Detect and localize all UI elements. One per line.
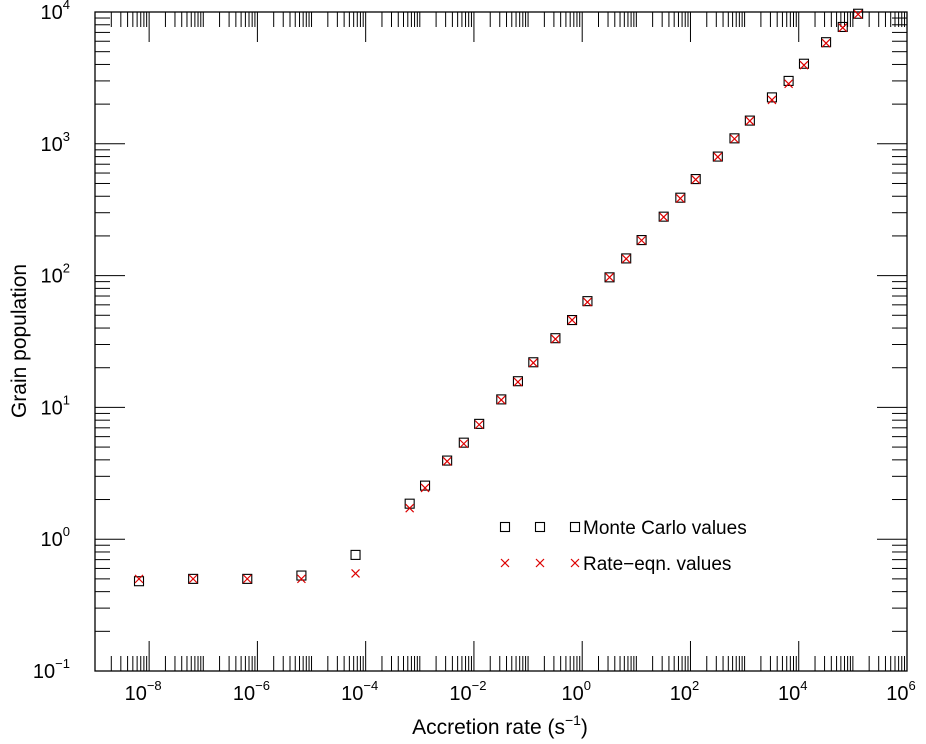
- x-tick-label: 10−2: [449, 678, 486, 705]
- rate-eqn-point: [745, 116, 755, 126]
- legend-marker: [569, 521, 581, 533]
- rate-eqn-point: [853, 9, 863, 19]
- x-axis-label: Accretion rate (s−1): [412, 712, 588, 739]
- x-tick-label: 100: [561, 678, 590, 705]
- legend-marker: [534, 521, 546, 533]
- monte-carlo-point: [242, 573, 253, 584]
- rate-eqn-point: [799, 60, 809, 70]
- monte-carlo-point: [675, 192, 686, 203]
- monte-carlo-point: [296, 570, 307, 581]
- rate-eqn-point: [821, 38, 831, 48]
- monte-carlo-point: [783, 75, 794, 86]
- x-tick-label: 106: [886, 678, 915, 705]
- rate-eqn-point: [134, 574, 144, 584]
- rate-eqn-point: [675, 194, 685, 203]
- rate-eqn-point: [621, 254, 631, 264]
- y-tick-label: 100: [41, 524, 70, 551]
- rate-eqn-point: [351, 568, 360, 578]
- rate-eqn-point: [442, 456, 452, 466]
- monte-carlo-point: [690, 174, 701, 185]
- monte-carlo-point: [496, 394, 507, 405]
- plot-frame: [94, 11, 908, 672]
- monte-carlo-point: [798, 58, 810, 69]
- axis-ticks: [94, 11, 908, 672]
- legend-label: Rate−eqn. values: [583, 554, 731, 575]
- legend-marker: [500, 558, 510, 568]
- rate-eqn-point: [405, 503, 415, 513]
- rate-eqn-point: [296, 574, 306, 584]
- rate-eqn-point: [513, 377, 523, 387]
- monte-carlo-point: [766, 92, 777, 103]
- x-tick-label: 102: [670, 678, 699, 705]
- y-tick-labels: 10−1 100 101 102 103 104: [33, 0, 70, 683]
- monte-carlo-point: [821, 37, 832, 48]
- monte-carlo-point: [729, 133, 740, 144]
- monte-carlo-point: [604, 272, 615, 283]
- y-tick-label: 104: [41, 0, 70, 24]
- monte-carlo-point: [621, 253, 632, 264]
- rate-eqn-point: [605, 272, 614, 282]
- monte-carlo-point: [636, 235, 647, 246]
- legend-marker: [570, 558, 580, 568]
- monte-carlo-point: [404, 498, 415, 509]
- y-axis-label: Grain population: [8, 264, 31, 418]
- x-tick-label: 104: [778, 678, 807, 705]
- rate-eqn-point: [767, 95, 777, 105]
- rate-eqn-point: [459, 439, 469, 449]
- monte-carlo-point: [837, 21, 848, 33]
- monte-carlo-point: [528, 357, 539, 368]
- rate-eqn-point: [659, 212, 669, 222]
- monte-carlo-point: [512, 376, 523, 387]
- monte-carlo-point: [133, 576, 145, 587]
- legend-marker: [499, 521, 511, 533]
- y-tick-label: 103: [41, 129, 70, 156]
- y-tick-label: 102: [41, 261, 70, 288]
- x-tick-label: 10−8: [125, 678, 162, 705]
- rate-eqn-point: [691, 175, 701, 185]
- rate-eqn-point: [550, 334, 560, 344]
- y-tick-label: 10−1: [33, 656, 70, 683]
- rate-eqn-point: [637, 235, 647, 245]
- y-tick-label: 101: [41, 392, 70, 419]
- legend: Monte Carlo values Rate−eqn. values: [499, 518, 747, 575]
- x-tick-label: 10−4: [341, 678, 378, 705]
- rate-eqn-point: [188, 574, 198, 584]
- monte-carlo-point: [658, 211, 669, 222]
- monte-carlo-point: [550, 333, 561, 344]
- data-points: [133, 8, 864, 587]
- rate-eqn-point: [474, 420, 484, 430]
- monte-carlo-point: [744, 115, 755, 126]
- rate-eqn-point: [567, 315, 577, 325]
- monte-carlo-point: [853, 8, 864, 19]
- rate-eqn-point: [528, 358, 538, 368]
- rate-eqn-point: [242, 574, 252, 584]
- legend-label: Monte Carlo values: [583, 518, 747, 539]
- monte-carlo-point: [350, 549, 361, 560]
- rate-eqn-point: [838, 23, 848, 33]
- x-tick-label: 10−6: [233, 678, 270, 705]
- monte-carlo-point: [188, 573, 199, 584]
- monte-carlo-point: [442, 455, 453, 466]
- monte-carlo-point: [474, 418, 485, 429]
- monte-carlo-point: [567, 314, 578, 326]
- rate-eqn-point: [730, 134, 739, 144]
- rate-eqn-point: [784, 79, 794, 89]
- monte-carlo-point: [582, 296, 593, 307]
- legend-marker: [535, 558, 545, 568]
- monte-carlo-point: [419, 480, 431, 491]
- rate-eqn-point: [583, 297, 592, 307]
- rate-eqn-point: [420, 483, 430, 493]
- monte-carlo-point: [458, 437, 469, 448]
- rate-eqn-point: [496, 395, 506, 405]
- rate-eqn-point: [713, 152, 723, 162]
- monte-carlo-point: [712, 151, 723, 162]
- x-tick-labels: 10−8 10−6 10−4 10−2 100 102 104 106: [125, 678, 916, 705]
